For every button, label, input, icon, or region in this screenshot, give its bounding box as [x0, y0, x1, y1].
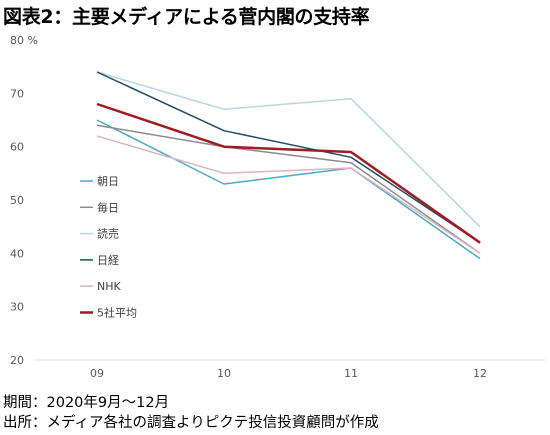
x-tick-label: 12: [473, 367, 487, 380]
x-tick-label: 09: [90, 367, 104, 380]
y-tick-label: 50: [10, 194, 24, 207]
series-line-1: [96, 124, 481, 254]
legend-label: NHK: [97, 280, 122, 293]
y-tick-label: 80 %: [10, 34, 38, 47]
y-tick-label: 70: [10, 87, 24, 100]
y-tick-label: 40: [10, 247, 24, 260]
legend-label: 読売: [97, 227, 119, 241]
legend-label: 朝日: [97, 175, 119, 188]
series-line-5: [96, 102, 481, 244]
series-line-4: [96, 135, 481, 254]
x-tick-label: 10: [217, 367, 231, 380]
legend-label: 日経: [97, 254, 119, 267]
legend-label: 5社平均: [97, 306, 137, 320]
series-line-0: [96, 119, 481, 260]
footnote-source: 出所：メディア各社の調査よりピクテ投信投資顧問が作成: [3, 415, 379, 431]
series-line-2: [96, 71, 481, 228]
footnote-period: 期間：2020年9月～12月: [3, 395, 170, 411]
series-line-3: [96, 71, 481, 244]
y-tick-label: 30: [10, 301, 24, 314]
chart-title: 図表2：主要メディアによる菅内閣の支持率: [3, 6, 370, 28]
y-tick-label: 20: [10, 354, 24, 367]
x-tick-label: 11: [344, 367, 358, 380]
x-axis: 09 10 11 12: [35, 359, 545, 380]
y-tick-label: 60: [10, 141, 24, 154]
y-axis: 20 30 40 50 60 70 80 %: [10, 34, 38, 367]
series-lines: [96, 71, 481, 260]
legend-label: 毎日: [97, 201, 119, 214]
